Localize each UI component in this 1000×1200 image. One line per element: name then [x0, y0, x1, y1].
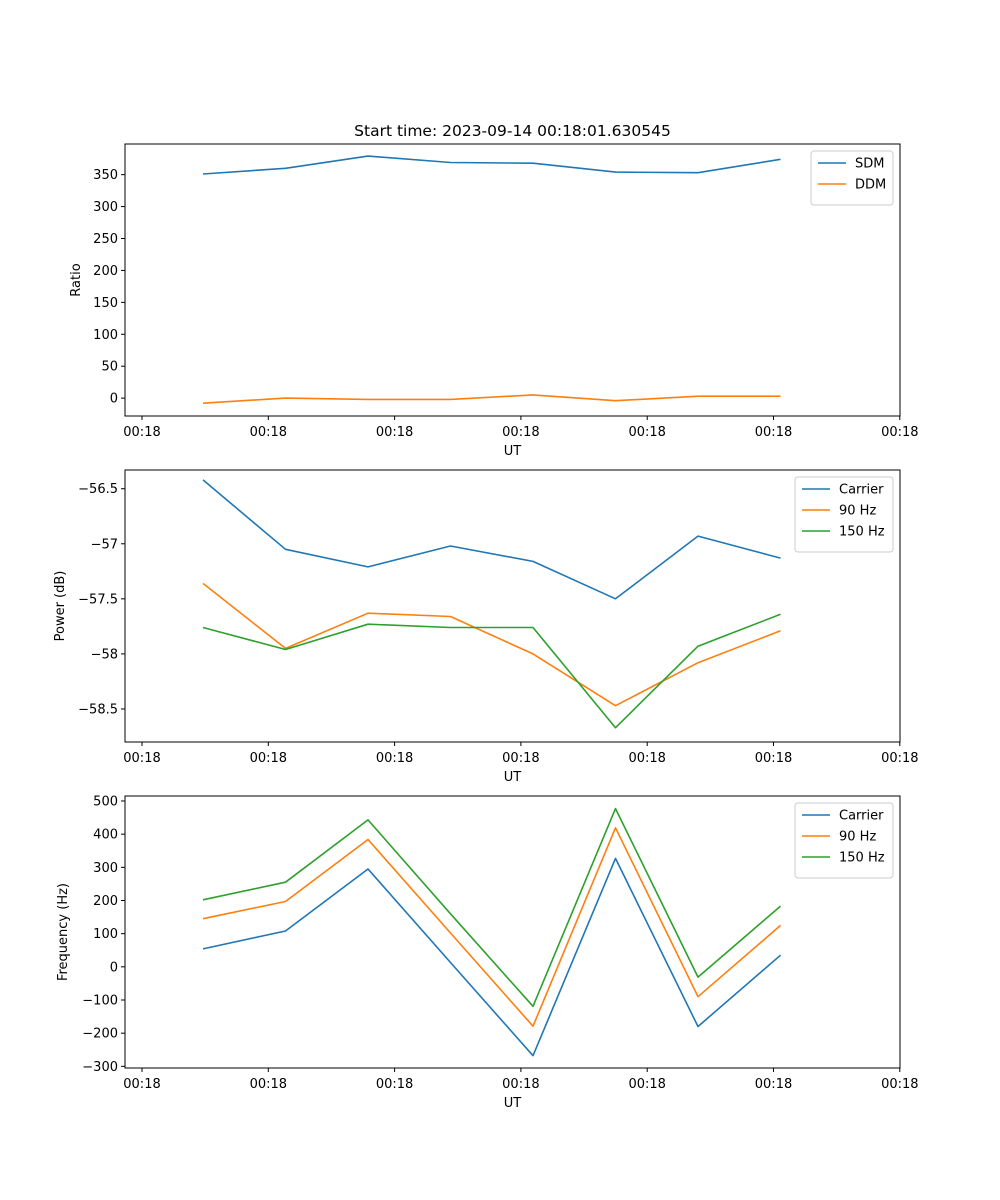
x-axis-label: UT: [504, 444, 522, 459]
x-tick-label: 00:18: [376, 425, 413, 440]
legend-label: 150 Hz: [839, 525, 885, 540]
y-axis-label: Ratio: [69, 263, 84, 296]
legend-label: Carrier: [839, 483, 884, 498]
legend: SDM DDM: [810, 150, 894, 206]
y-tick-label: 100: [93, 927, 118, 942]
y-tick-label: 0: [110, 392, 118, 407]
legend-label: 150 Hz: [839, 851, 885, 866]
legend-box: [794, 802, 894, 879]
x-tick-label: 00:18: [502, 1077, 539, 1092]
y-tick-label: 300: [93, 200, 118, 215]
series-line-carrier: [202, 479, 781, 600]
y-tick-label: 0: [110, 960, 118, 975]
axes-frame: [124, 469, 901, 743]
series-line-sdm: [202, 155, 781, 175]
x-tick-label: 00:18: [502, 425, 539, 440]
x-axis-label: UT: [504, 1096, 522, 1111]
chart-title: Start time: 2023-09-14 00:18:01.630545: [354, 122, 671, 140]
x-tick-label: 00:18: [250, 751, 287, 766]
legend-box: [810, 150, 894, 206]
series-line-90-hz: [202, 826, 782, 1027]
y-tick-label: −58: [91, 647, 118, 662]
x-tick-label: 00:18: [250, 425, 287, 440]
y-tick-label: −58.5: [78, 702, 118, 717]
y-tick-label: −100: [82, 994, 118, 1009]
y-tick-label: 500: [93, 794, 118, 809]
y-tick-label: 300: [93, 861, 118, 876]
x-tick-label: 00:18: [755, 751, 792, 766]
legend-box: [794, 476, 894, 553]
chart-panel-2: −58.5 −58 −57.5 −57 −56.5 00:18 00:18 00:18 00:1…: [53, 469, 919, 785]
legend-label: Carrier: [839, 809, 884, 824]
legend: Carrier 90 Hz 150 Hz: [794, 476, 894, 553]
x-axis-label: UT: [504, 770, 522, 785]
x-tick-label: 00:18: [628, 425, 665, 440]
y-tick-label: 400: [93, 828, 118, 843]
y-tick-label: −57.5: [78, 592, 118, 607]
y-axis-label: Frequency (Hz): [56, 883, 71, 981]
x-tick-label: 00:18: [755, 1077, 792, 1092]
series-line-ddm: [202, 394, 781, 404]
legend: Carrier 90 Hz 150 Hz: [794, 802, 894, 879]
x-tick-label: 00:18: [376, 1077, 413, 1092]
chart-panel-3: −300 −200 −100 0 100 200 300 400 500 00:18 00:18 00…: [56, 794, 919, 1111]
y-tick-label: 200: [93, 264, 118, 279]
x-tick-label: 00:18: [628, 751, 665, 766]
series-line-150-hz: [202, 807, 782, 1008]
axes-frame: [124, 795, 901, 1069]
chart-panel-1: Start time: 2023-09-14 00:18:01.630545 0 5…: [69, 122, 919, 459]
legend-label: DDM: [855, 178, 886, 193]
x-tick-label: 00:18: [502, 751, 539, 766]
legend-label: 90 Hz: [839, 830, 876, 845]
y-tick-label: 150: [93, 296, 118, 311]
x-tick-label: 00:18: [376, 751, 413, 766]
legend-label: SDM: [855, 157, 884, 172]
x-tick-label: 00:18: [881, 425, 918, 440]
x-tick-label: 00:18: [123, 425, 160, 440]
x-tick-label: 00:18: [881, 751, 918, 766]
x-tick-label: 00:18: [755, 425, 792, 440]
y-tick-label: −56.5: [78, 482, 118, 497]
x-tick-label: 00:18: [123, 1077, 160, 1092]
y-tick-label: 100: [93, 328, 118, 343]
x-tick-label: 00:18: [250, 1077, 287, 1092]
y-tick-label: −200: [82, 1027, 118, 1042]
y-tick-label: −300: [82, 1060, 118, 1075]
axes-frame: [124, 143, 901, 417]
x-tick-label: 00:18: [628, 1077, 665, 1092]
x-tick-label: 00:18: [881, 1077, 918, 1092]
y-tick-label: 50: [101, 360, 118, 375]
series-line-carrier: [202, 857, 782, 1057]
y-tick-label: 250: [93, 232, 118, 247]
series-line-90-hz: [202, 582, 781, 707]
y-tick-label: −57: [91, 537, 118, 552]
legend-label: 90 Hz: [839, 504, 876, 519]
series-line-150-hz: [202, 613, 781, 729]
y-tick-label: 350: [93, 168, 118, 183]
y-axis-label: Power (dB): [53, 571, 68, 642]
x-tick-label: 00:18: [123, 751, 160, 766]
y-tick-label: 200: [93, 894, 118, 909]
